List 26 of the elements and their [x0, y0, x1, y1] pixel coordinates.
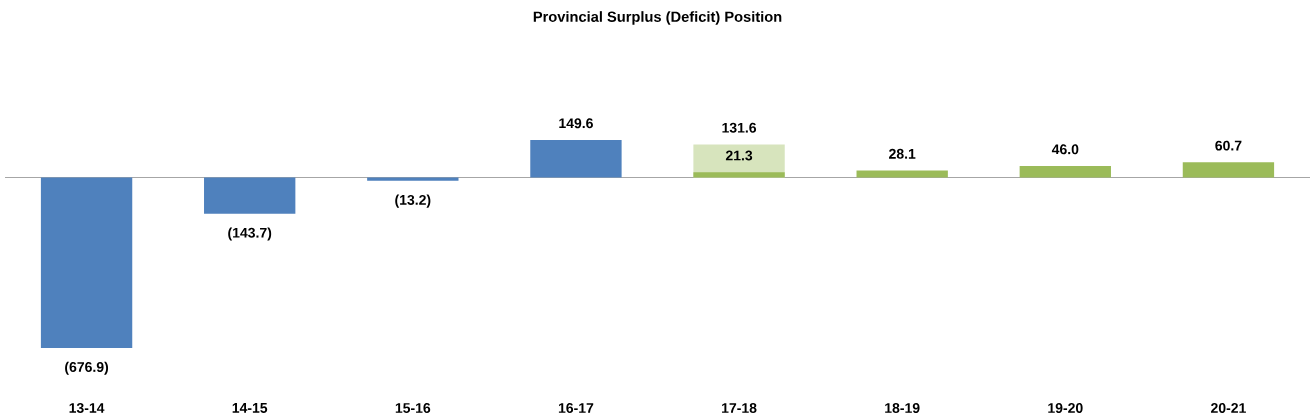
data-label: (13.2) [395, 194, 431, 208]
x-tick-label: 13-14 [69, 403, 105, 413]
data-label: 28.1 [889, 148, 916, 159]
x-tick-label: 16-17 [558, 403, 594, 413]
data-label: (676.9) [65, 361, 109, 375]
data-label: 149.6 [559, 118, 593, 129]
bar [693, 172, 785, 178]
bar [1182, 162, 1275, 178]
bar [40, 177, 133, 348]
bar [530, 139, 622, 178]
bar [367, 177, 459, 181]
data-label: 46.0 [1051, 144, 1079, 155]
x-tick-label: 20-21 [1211, 403, 1246, 413]
data-label: 131.6 [722, 122, 757, 133]
chart-title: Provincial Surplus (Deficit) Position [533, 11, 782, 25]
data-label: (143.7) [228, 227, 272, 241]
x-tick-label: 18-19 [885, 403, 920, 413]
bar [856, 170, 948, 178]
x-tick-label: 19-20 [1048, 403, 1083, 413]
bar [1019, 165, 1111, 178]
x-tick-label: 15-16 [395, 403, 431, 413]
x-tick-label: 17-18 [722, 403, 757, 413]
x-tick-label: 14-15 [232, 403, 268, 413]
data-label: 60.7 [1215, 140, 1242, 151]
data-label: 21.3 [725, 150, 753, 161]
bar [204, 177, 296, 214]
